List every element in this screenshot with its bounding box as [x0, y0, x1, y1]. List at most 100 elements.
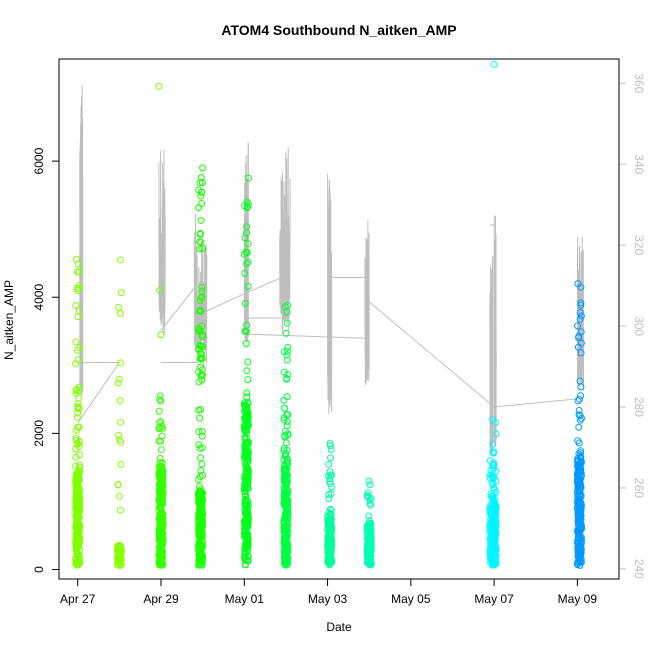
- data-point: [574, 505, 581, 513]
- data-point: [197, 216, 205, 224]
- data-point: [284, 548, 292, 556]
- data-point: [327, 506, 335, 514]
- data-point: [116, 561, 124, 569]
- data-point: [195, 441, 203, 449]
- data-point: [490, 501, 498, 509]
- data-point: [281, 404, 289, 412]
- line-burst: [79, 84, 84, 396]
- data-point: [283, 375, 291, 382]
- data-point: [243, 523, 251, 531]
- x-tick-label: May 07: [474, 592, 514, 606]
- data-point: [243, 389, 251, 397]
- data-point: [158, 553, 166, 560]
- data-point: [75, 475, 83, 483]
- data-point: [116, 397, 124, 405]
- data-point: [576, 315, 584, 323]
- data-point: [155, 497, 163, 504]
- data-point: [155, 407, 163, 415]
- data-point: [328, 483, 336, 491]
- data-point: [241, 299, 249, 307]
- data-point: [158, 432, 166, 440]
- data-point: [491, 508, 499, 516]
- data-point: [283, 347, 291, 355]
- data-point: [156, 392, 164, 400]
- data-point: [243, 531, 251, 539]
- data-point: [366, 558, 373, 566]
- data-point: [280, 546, 288, 554]
- data-point: [281, 466, 289, 474]
- data-point: [280, 396, 288, 404]
- data-point: [196, 179, 204, 187]
- data-point: [117, 461, 125, 468]
- data-point: [72, 338, 80, 346]
- data-point: [198, 530, 206, 538]
- data-point: [196, 342, 204, 350]
- data-point: [574, 455, 582, 463]
- data-point: [74, 356, 82, 364]
- line-burst: [364, 219, 370, 386]
- data-point: [195, 428, 203, 436]
- data-point: [72, 453, 80, 461]
- data-point: [159, 537, 167, 545]
- data-point: [327, 446, 335, 453]
- data-point: [117, 506, 124, 514]
- data-point: [243, 260, 251, 268]
- data-point: [489, 526, 496, 534]
- data-point: [72, 496, 80, 504]
- line-segment: [368, 301, 495, 408]
- data-point: [241, 399, 248, 407]
- x-tick-label: May 01: [225, 592, 265, 606]
- data-point: [241, 202, 249, 210]
- right-tick-label: 360: [632, 73, 646, 93]
- data-point: [366, 517, 374, 525]
- data-point: [243, 480, 251, 488]
- data-point: [197, 363, 204, 371]
- data-point: [199, 553, 206, 561]
- data-point: [491, 485, 498, 493]
- data-point: [282, 512, 290, 520]
- data-point: [283, 465, 291, 473]
- data-point: [195, 328, 203, 336]
- data-point: [198, 200, 206, 207]
- data-point: [158, 519, 166, 527]
- plot-frame: [58, 58, 620, 580]
- data-point: [577, 312, 585, 320]
- right-tick-label: 260: [632, 478, 646, 498]
- data-point: [197, 454, 205, 462]
- data-point: [577, 283, 585, 291]
- data-point: [363, 491, 371, 499]
- line-segment: [248, 333, 366, 339]
- data-point: [115, 546, 123, 554]
- data-point: [367, 501, 375, 509]
- data-point: [198, 491, 205, 499]
- data-point: [576, 309, 584, 316]
- data-point: [73, 523, 80, 531]
- data-point: [326, 468, 334, 476]
- data-point: [75, 463, 83, 471]
- data-point: [73, 436, 81, 444]
- data-point: [72, 462, 80, 470]
- data-point: [243, 453, 251, 461]
- data-point: [576, 516, 584, 524]
- data-point: [244, 240, 252, 248]
- data-point: [282, 478, 290, 486]
- data-point: [155, 437, 163, 445]
- data-point: [491, 516, 498, 524]
- data-point: [492, 467, 500, 475]
- data-point: [197, 355, 205, 363]
- data-point: [197, 192, 205, 200]
- data-point: [198, 354, 206, 362]
- data-point: [577, 501, 585, 509]
- data-point: [117, 418, 124, 426]
- data-point: [282, 515, 290, 523]
- data-point: [241, 327, 249, 335]
- data-point: [158, 515, 166, 522]
- data-point: [280, 348, 288, 356]
- data-point: [574, 520, 582, 528]
- data-point: [576, 395, 583, 403]
- data-point: [281, 432, 289, 440]
- data-point: [155, 425, 163, 432]
- data-point: [282, 553, 290, 560]
- line-segment: [244, 277, 282, 295]
- data-point: [489, 540, 497, 548]
